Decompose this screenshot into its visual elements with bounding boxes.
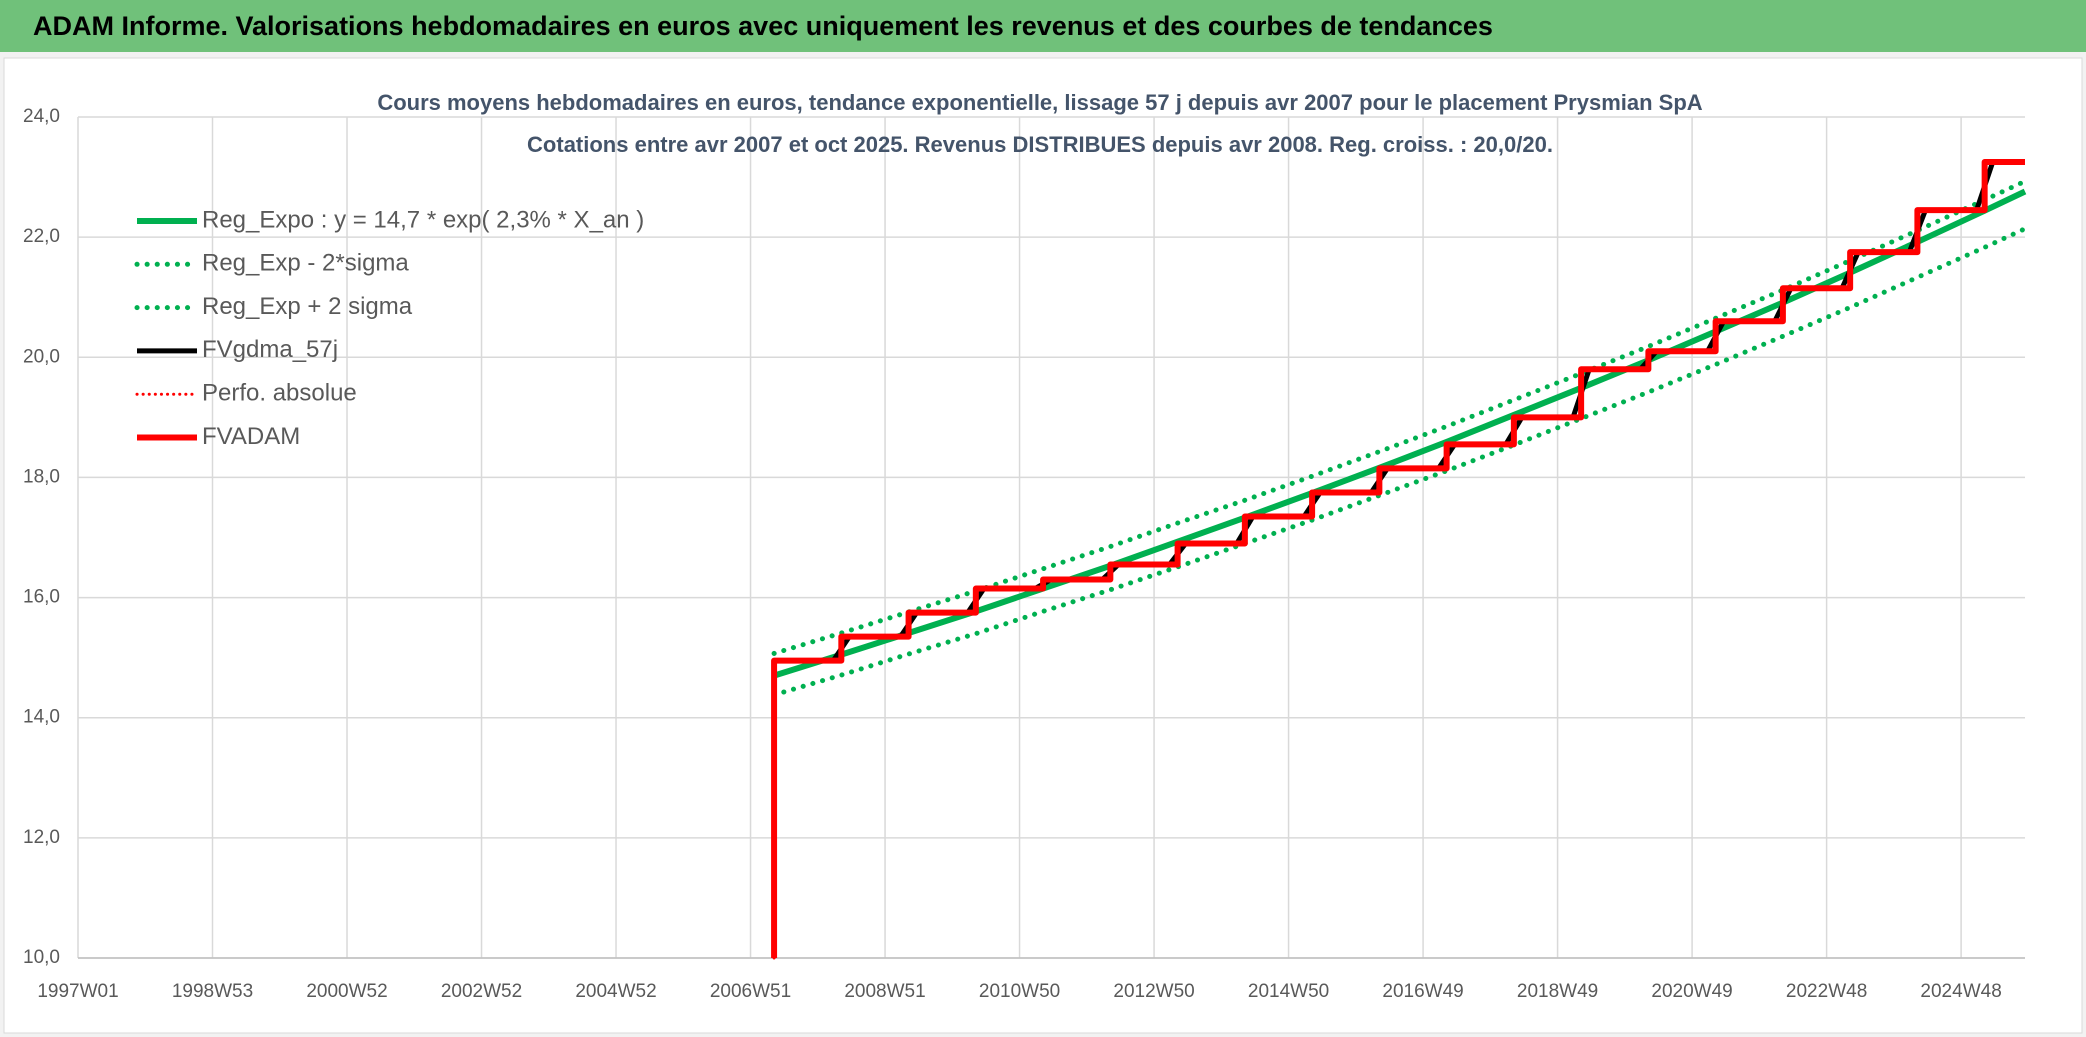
y-tick-label: 22,0 <box>23 226 60 247</box>
legend-label: FVgdma_57j <box>202 336 338 363</box>
series-line <box>771 226 2028 698</box>
header-bar <box>0 0 2086 52</box>
legend-label: Perfo. absolue <box>202 380 357 407</box>
legend-label: FVADAM <box>202 423 300 450</box>
y-tick-label: 10,0 <box>23 947 60 968</box>
legend-label: Reg_Exp + 2 sigma <box>202 293 413 320</box>
x-tick-label: 2018W49 <box>1517 981 1598 1002</box>
y-tick-label: 24,0 <box>23 106 60 127</box>
plot: 10,0 12,0 14,0 16,0 18,0 20,0 22,0 24,0 1997W01 1… <box>23 106 2028 1002</box>
x-tick-label: 2012W50 <box>1113 981 1194 1002</box>
chart-title: Cours moyens hebdomadaires en euros, ten… <box>377 90 1702 115</box>
x-tick-label: 2022W48 <box>1786 981 1867 1002</box>
x-tick-label: 2016W49 <box>1382 981 1463 1002</box>
y-tick-label: 14,0 <box>23 707 60 728</box>
x-tick-label: 2014W50 <box>1248 981 1329 1002</box>
series-line <box>771 159 2025 958</box>
x-tick-label: 1998W53 <box>172 981 253 1002</box>
x-tick-label: 2006W51 <box>710 981 791 1002</box>
y-tick-label: 18,0 <box>23 466 60 487</box>
legend-label: Reg_Exp - 2*sigma <box>202 250 409 277</box>
x-tick-label: 2024W48 <box>1920 981 2001 1002</box>
chart-area <box>3 57 2083 1034</box>
series-line <box>773 188 2027 679</box>
chart-subtitle: Cotations entre avr 2007 et oct 2025. Re… <box>527 132 1553 157</box>
y-tick-label: 16,0 <box>23 587 60 608</box>
x-tick-label: 2010W50 <box>979 981 1060 1002</box>
header-title: ADAM Informe. Valorisations hebdomadaire… <box>33 11 1493 41</box>
x-tick-label: 1997W01 <box>37 981 118 1002</box>
x-tick-label: 2008W51 <box>844 981 925 1002</box>
legend-label: Reg_Expo : y = 14,7 * exp( 2,3% * X_an ) <box>202 206 644 233</box>
y-tick-label: 20,0 <box>23 346 60 367</box>
x-tick-label: 2000W52 <box>306 981 387 1002</box>
x-tick-label: 2002W52 <box>441 981 522 1002</box>
x-tick-label: 2020W49 <box>1651 981 1732 1002</box>
x-tick-label: 2004W52 <box>575 981 656 1002</box>
y-tick-label: 12,0 <box>23 827 60 848</box>
